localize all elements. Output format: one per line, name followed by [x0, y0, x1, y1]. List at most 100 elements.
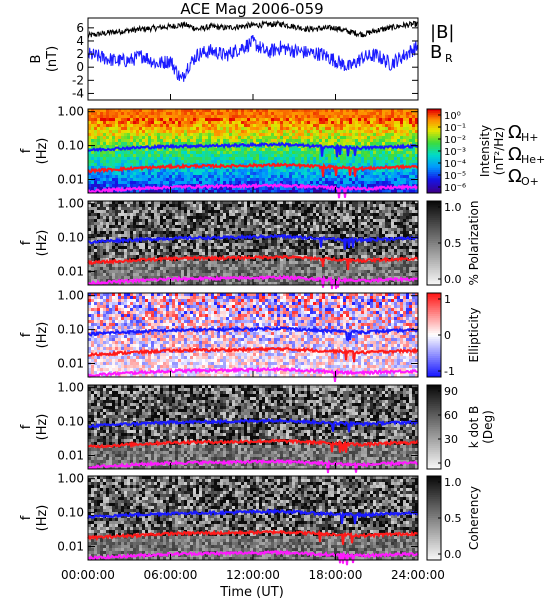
spectro-cell: [145, 190, 149, 194]
spectro-cell: [127, 121, 131, 125]
spectro-cell: [319, 109, 323, 113]
spectro-cell: [295, 225, 299, 229]
spectro-cell: [115, 210, 119, 214]
spectro-cell: [364, 240, 368, 244]
spectro-cell: [364, 172, 368, 176]
colorbar-cell: [427, 184, 441, 188]
spectro-cell: [235, 228, 239, 232]
spectro-cell: [121, 151, 125, 155]
spectro-cell: [268, 112, 272, 116]
spectro-cell: [325, 127, 329, 131]
spectro-cell: [100, 201, 104, 205]
spectro-cell: [280, 136, 284, 140]
spectro-cell: [220, 204, 224, 208]
spectro-cell: [178, 178, 182, 182]
spectro-cell: [268, 127, 272, 131]
spectro-cell: [160, 222, 164, 226]
spectro-cell: [331, 243, 335, 247]
spectro-cell: [280, 228, 284, 232]
colorbar-tick-label: 10⁻⁴: [444, 159, 466, 170]
spectro-cell: [166, 142, 170, 146]
spectro-cell: [136, 133, 140, 137]
spectro-cell: [118, 172, 122, 176]
spectro-cell: [316, 133, 320, 137]
spectro-cell: [256, 136, 260, 140]
spectro-cell: [397, 157, 401, 161]
spectro-cell: [88, 133, 92, 137]
spectro-cell: [124, 136, 128, 140]
spectro-cell: [130, 109, 134, 113]
spectro-cell: [325, 175, 329, 179]
spectro-cell: [370, 181, 374, 185]
spectro-cell: [166, 178, 170, 182]
spectro-cell: [370, 243, 374, 247]
spectro-cell: [205, 154, 209, 158]
spectro-cell: [412, 222, 416, 226]
spectro-cell: [232, 154, 236, 158]
spectro-cell: [187, 136, 191, 140]
spectro-cell: [160, 130, 164, 134]
spectro-cell: [175, 225, 179, 229]
spectro-cell: [355, 225, 359, 229]
spectro-cell: [145, 175, 149, 179]
spectro-cell: [343, 201, 347, 205]
spectro-cell: [319, 124, 323, 128]
spectro-cell: [154, 240, 158, 244]
spectro-cell: [358, 124, 362, 128]
spectro-cell: [208, 121, 212, 125]
spectro-cell: [364, 184, 368, 188]
spectro-cell: [127, 246, 131, 250]
spectro-cell: [268, 216, 272, 220]
spectro-cell: [130, 169, 134, 173]
spectro-cell: [175, 181, 179, 185]
spectro-cell: [193, 142, 197, 146]
spectro-cell: [106, 124, 110, 128]
spectro-cell: [343, 228, 347, 232]
spectro-cell: [367, 133, 371, 137]
spectro-cell: [397, 163, 401, 167]
spectro-cell: [391, 190, 395, 194]
spectro-cell: [400, 130, 404, 134]
spectro-cell: [103, 127, 107, 131]
spectro-cell: [289, 139, 293, 143]
spectro-cell: [334, 124, 338, 128]
spectro-cell: [358, 231, 362, 235]
spectro-cell: [115, 151, 119, 155]
spectro-cell: [118, 237, 122, 241]
spectro-cell: [169, 133, 173, 137]
spectro-cell: [205, 121, 209, 125]
spectro-cell: [124, 231, 128, 235]
spectro-cell: [127, 201, 131, 205]
spectro-cell: [277, 151, 281, 155]
spectro-cell: [385, 210, 389, 214]
spectro-cell: [304, 240, 308, 244]
spectro-cell: [226, 121, 230, 125]
spectro-cell: [112, 207, 116, 211]
spectro-cell: [295, 228, 299, 232]
spectro-cell: [286, 115, 290, 119]
spectro-cell: [292, 130, 296, 134]
spectro-cell: [91, 184, 95, 188]
spectro-cell: [334, 243, 338, 247]
spectro-cell: [202, 201, 206, 205]
spectro-cell: [217, 237, 221, 241]
spectro-cell: [343, 157, 347, 161]
spectro-cell: [121, 190, 125, 194]
spectro-cell: [208, 151, 212, 155]
spectro-cell: [91, 130, 95, 134]
colorbar-cell: [427, 132, 441, 135]
spectro-cell: [349, 246, 353, 250]
spectro-cell: [217, 243, 221, 247]
spectro-cell: [409, 234, 413, 238]
spectro-cell: [127, 175, 131, 179]
spectro-cell: [190, 172, 194, 176]
spectro-cell: [307, 139, 311, 143]
spectro-cell: [172, 240, 176, 244]
spectro-cell: [307, 225, 311, 229]
spectro-cell: [220, 222, 224, 226]
spectro-cell: [97, 151, 101, 155]
spectro-cell: [397, 154, 401, 158]
spectro-cell: [199, 142, 203, 146]
spectro-cell: [316, 130, 320, 134]
spectro-cell: [253, 169, 257, 173]
